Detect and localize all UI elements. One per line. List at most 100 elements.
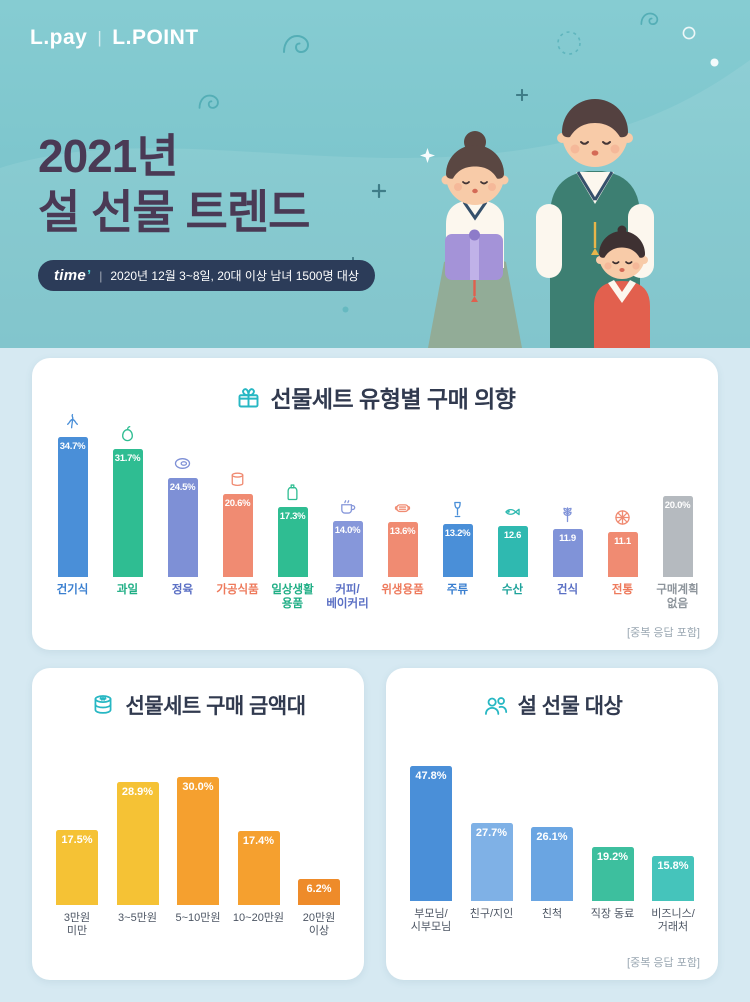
price-range-bar-chart: 17.5% 3만원 미만 28.9% 3~5만원 30.0% 5~10만원 17.4% 10~…: [48, 777, 348, 940]
bar-column: 47.8% 부모님/ 시부모님: [402, 766, 460, 936]
bar: 19.2%: [591, 847, 634, 901]
card-title: 선물세트 구매 금액대: [32, 690, 364, 720]
bar-value: 28.9%: [121, 786, 154, 798]
cloud-swirl-icon: [282, 34, 312, 61]
bar: 15.8%: [652, 856, 694, 901]
bar-label: 3만원 미만: [63, 912, 91, 937]
canned-food-icon: [227, 465, 248, 490]
bar: 26.1%: [531, 827, 573, 901]
bar-value: 30.0%: [182, 781, 214, 793]
bar-value: 20.0%: [664, 500, 691, 511]
cloud-swirl-icon: [640, 12, 660, 32]
bar-column: 12.6 수산: [486, 497, 539, 614]
bar-column: 17.3% 일상생활 용품: [266, 478, 319, 614]
bar-label: 전통: [611, 584, 634, 596]
bar: 34.7%: [57, 437, 88, 577]
bar-value: 31.7%: [114, 453, 141, 464]
circle-dot-icon: [710, 54, 719, 72]
won-coins-icon: [90, 692, 116, 718]
header: L.pay | L.POINT: [0, 0, 750, 348]
bar: 20.0%: [662, 496, 693, 577]
bar-label: 5~10만원: [175, 912, 221, 924]
bar-column: 13.2% 주류: [431, 495, 484, 614]
bar-label: 직장 동료: [590, 908, 635, 920]
sparkle-diamond-icon: [420, 148, 435, 168]
bar-value: 17.4%: [242, 835, 275, 847]
circle-dot-icon: [342, 300, 349, 318]
bar-value: 19.2%: [596, 851, 629, 863]
lpay-logo: L.pay: [30, 26, 88, 49]
bar: 17.3%: [277, 507, 308, 577]
time-logo: time: [54, 267, 87, 284]
bar: 17.4%: [237, 831, 280, 905]
bar: 6.2%: [298, 879, 340, 905]
bar-column: 20.0% 구매계획 없음: [651, 496, 704, 614]
card-title: 선물세트 유형별 구매 의향: [32, 380, 718, 414]
lotion-bottle-icon: [282, 478, 303, 503]
wine-glass-icon: [447, 495, 468, 520]
gift-recipient-chart-card: 설 선물 대상 47.8% 부모님/ 시부모님 27.7% 친구/지인 26.1% 친척 1…: [386, 668, 718, 980]
bar-label: 10~20만원: [232, 912, 285, 924]
bar-value: 13.6%: [389, 526, 416, 537]
bar: 13.6%: [387, 522, 418, 577]
bar-label: 주류: [446, 584, 469, 596]
bar-column: 26.1% 친척: [523, 827, 581, 936]
bar-label: 일상생활 용품: [271, 584, 314, 610]
gift-type-chart-card: 선물세트 유형별 구매 의향 34.7% 건기식 31.7% 과일 24.5% 정육 20.…: [32, 358, 718, 650]
time-logo-mark: ’: [87, 267, 92, 284]
family-illustration: [428, 99, 654, 348]
bar-label: 부모님/ 시부모님: [410, 908, 452, 933]
bar-label: 3~5만원: [118, 912, 157, 924]
bar-column: 11.9 건식: [541, 500, 594, 614]
bar-value: 27.7%: [475, 827, 508, 839]
bar-label: 20만원 이상: [302, 912, 336, 937]
bar-label: 건기식: [56, 584, 89, 596]
card-title-text: 설 선물 대상: [517, 695, 623, 718]
grain-icon: [557, 500, 578, 525]
bar: 17.5%: [56, 830, 98, 905]
gift-icon: [235, 384, 262, 411]
bar-label: 건식: [556, 584, 579, 596]
survey-info-badge: time’ | 2020년 12월 3~8일, 20대 이상 남녀 1500명 …: [38, 260, 375, 291]
bar: 27.7%: [470, 823, 513, 901]
bar-label: 구매계획 없음: [656, 584, 699, 610]
sparkle-plus-icon: [371, 183, 387, 203]
ginseng-icon: [62, 408, 83, 433]
survey-info-text: 2020년 12월 3~8일, 20대 이상 남녀 1500명 대상: [110, 269, 359, 283]
bar-value: 13.2%: [444, 528, 471, 539]
bar: 12.6: [497, 526, 528, 577]
bar-column: 15.8% 비즈니스/ 거래처: [644, 856, 702, 936]
traditional-sweet-icon: [612, 503, 633, 528]
page-title: 2021년 설 선물 트렌드: [38, 128, 310, 240]
bar-column: 17.5% 3만원 미만: [48, 830, 106, 940]
child-figure: [594, 225, 650, 348]
bar-column: 31.7% 과일: [101, 420, 154, 614]
bar-value: 15.8%: [657, 860, 689, 872]
bar: 28.9%: [116, 782, 159, 905]
bar-column: 20.6% 가공식품: [211, 465, 264, 614]
bar-value: 12.6: [503, 530, 522, 541]
price-range-chart-card: 선물세트 구매 금액대 17.5% 3만원 미만 28.9% 3~5만원 30.0% 5~…: [32, 668, 364, 980]
brand-logo: L.pay | L.POINT: [30, 26, 199, 50]
gift-recipient-bar-chart: 47.8% 부모님/ 시부모님 27.7% 친구/지인 26.1% 친척 19.2% 직장 동…: [402, 766, 702, 936]
bar: 30.0%: [177, 777, 219, 905]
bar-column: 6.2% 20만원 이상: [290, 879, 348, 940]
sparkle-plus-icon: [515, 88, 529, 106]
badge-divider: |: [99, 268, 103, 283]
page-title-line1: 2021년: [38, 130, 179, 182]
bar-label: 커피/ 베이커리: [326, 584, 369, 610]
bar-column: 24.5% 정육: [156, 449, 209, 614]
lpoint-logo: L.POINT: [112, 26, 199, 49]
card-title-text: 선물세트 구매 금액대: [125, 695, 306, 718]
bar-value: 34.7%: [59, 441, 86, 452]
gift-type-bar-chart: 34.7% 건기식 31.7% 과일 24.5% 정육 20.6% 가공식품 17.3% 일상생활…: [46, 408, 704, 614]
circle-dot-icon: [682, 26, 696, 45]
card-title: 설 선물 대상: [386, 690, 718, 720]
bar-column: 19.2% 직장 동료: [584, 847, 642, 936]
bar-label: 친구/지인: [469, 908, 514, 920]
mask-icon: [392, 493, 413, 518]
bar-column: 13.6% 위생용품: [376, 493, 429, 614]
bar: 47.8%: [410, 766, 452, 901]
bar-column: 17.4% 10~20만원: [230, 831, 288, 940]
bar-value: 24.5%: [169, 482, 196, 493]
